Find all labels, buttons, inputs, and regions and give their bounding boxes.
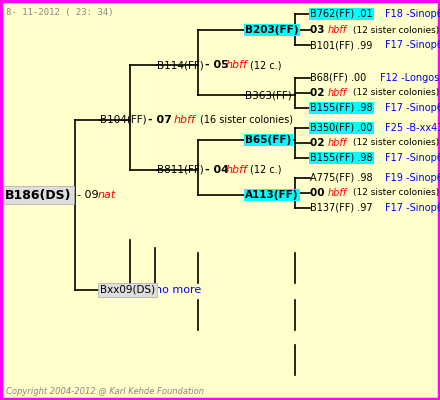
Text: F19 -Sinop62R: F19 -Sinop62R — [385, 173, 440, 183]
Text: B114(FF): B114(FF) — [157, 60, 204, 70]
Text: hbff: hbff — [226, 165, 248, 175]
Text: F17 -Sinop62R: F17 -Sinop62R — [385, 153, 440, 163]
Text: 8- 11-2012 ( 23: 34): 8- 11-2012 ( 23: 34) — [6, 8, 114, 17]
Text: B104(FF): B104(FF) — [100, 115, 147, 125]
Text: B137(FF) .97: B137(FF) .97 — [310, 203, 373, 213]
Text: (12 sister colonies): (12 sister colonies) — [353, 26, 439, 34]
Text: B155(FF) .98: B155(FF) .98 — [310, 153, 373, 163]
Text: B363(FF): B363(FF) — [245, 90, 292, 100]
Text: F17 -Sinop62R: F17 -Sinop62R — [385, 40, 440, 50]
Text: (12 c.): (12 c.) — [250, 60, 282, 70]
Text: F18 -Sinop62R: F18 -Sinop62R — [385, 9, 440, 19]
Text: A113(FF): A113(FF) — [245, 190, 298, 200]
Text: hbff: hbff — [174, 115, 196, 125]
Text: B350(FF) .00: B350(FF) .00 — [310, 123, 373, 133]
Text: B762(FF) .01: B762(FF) .01 — [310, 9, 373, 19]
Text: hbff: hbff — [226, 60, 248, 70]
Text: F17 -Sinop62R: F17 -Sinop62R — [385, 203, 440, 213]
Text: F12 -Longos77R: F12 -Longos77R — [380, 73, 440, 83]
Text: 02: 02 — [310, 88, 328, 98]
Text: hbff: hbff — [328, 25, 347, 35]
Text: 02: 02 — [310, 138, 328, 148]
Text: F25 -B-xx43: F25 -B-xx43 — [385, 123, 440, 133]
Text: - 05: - 05 — [205, 60, 233, 70]
Text: 00: 00 — [310, 188, 328, 198]
Text: B68(FF) .00: B68(FF) .00 — [310, 73, 366, 83]
Text: F17 -Sinop62R: F17 -Sinop62R — [385, 103, 440, 113]
Text: (12 sister colonies): (12 sister colonies) — [353, 88, 439, 98]
Text: hbff: hbff — [328, 88, 347, 98]
Text: A775(FF) .98: A775(FF) .98 — [310, 173, 373, 183]
Text: B203(FF): B203(FF) — [245, 25, 298, 35]
Text: (16 sister colonies): (16 sister colonies) — [200, 115, 293, 125]
Text: 03: 03 — [310, 25, 328, 35]
Text: - 07: - 07 — [148, 115, 176, 125]
Text: B186(DS): B186(DS) — [5, 188, 71, 202]
Text: B101(FF) .99: B101(FF) .99 — [310, 40, 372, 50]
Text: B811(FF): B811(FF) — [157, 165, 204, 175]
Text: hbff: hbff — [328, 138, 347, 148]
Text: Copyright 2004-2012 @ Karl Kehde Foundation: Copyright 2004-2012 @ Karl Kehde Foundat… — [6, 387, 204, 396]
Text: - 04: - 04 — [205, 165, 233, 175]
Text: no more: no more — [155, 285, 201, 295]
Text: (12 c.): (12 c.) — [250, 165, 282, 175]
Text: (12 sister colonies): (12 sister colonies) — [353, 138, 439, 148]
Text: - 09: - 09 — [77, 190, 102, 200]
Text: B155(FF) .98: B155(FF) .98 — [310, 103, 373, 113]
Text: hbff: hbff — [328, 188, 347, 198]
Text: B65(FF): B65(FF) — [245, 135, 291, 145]
Text: Bxx09(DS): Bxx09(DS) — [100, 285, 155, 295]
Text: B186(DS): B186(DS) — [5, 188, 71, 202]
Text: (12 sister colonies): (12 sister colonies) — [353, 188, 439, 198]
Text: Bxx09(DS): Bxx09(DS) — [100, 285, 155, 295]
Text: nat: nat — [98, 190, 116, 200]
